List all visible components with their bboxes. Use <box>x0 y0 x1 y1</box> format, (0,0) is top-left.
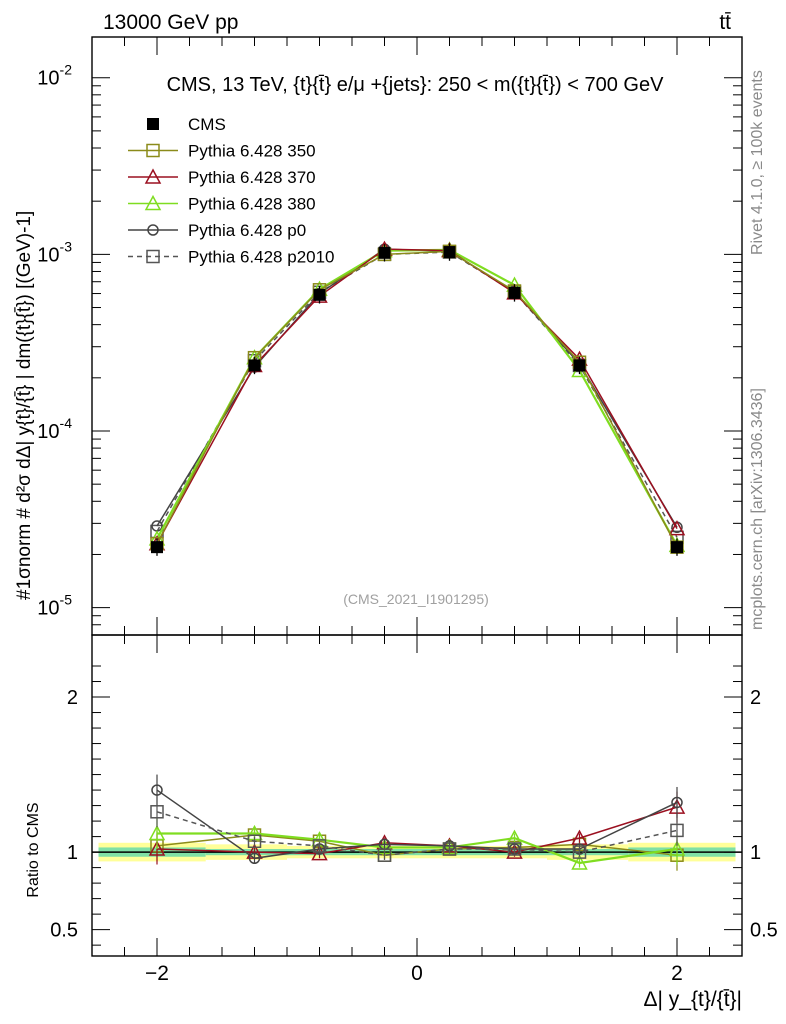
ratio-line-p2010 <box>156 811 678 856</box>
ratio-ytick-label-right: 2 <box>750 687 761 709</box>
legend-label-cms: CMS <box>188 115 226 134</box>
legend-marker-p2010 <box>146 249 160 264</box>
ratio-panel: 0.5 0.5 1 1 2 2 −2 0 2 <box>50 634 778 985</box>
xtick-label: 2 <box>671 962 683 985</box>
ratio-marker-p2010 <box>377 848 392 862</box>
marker-cms <box>378 246 391 259</box>
ratio-series <box>148 774 686 871</box>
marker-cms <box>248 359 261 372</box>
ratio-frame <box>91 634 743 957</box>
ratio-marker-p2010 <box>247 834 262 848</box>
legend-label-p370: Pythia 6.428 370 <box>188 168 316 187</box>
ratio-marker-p380 <box>148 824 166 841</box>
main-ylabel: #1σnorm # d²σ dΔ| y{t}/{t̄} | dm({t}{t̄}… <box>14 211 35 600</box>
marker-cms <box>508 286 521 299</box>
ratio-marker-p2010 <box>670 823 684 838</box>
marker-cms <box>573 359 586 372</box>
ratio-marker-p0 <box>671 796 683 809</box>
ratio-marker-p380 <box>571 854 588 870</box>
rivet-label: Rivet 4.1.0, ≥ 100k events <box>749 70 766 255</box>
ratio-ytick-label-left: 2 <box>67 687 78 709</box>
ratio-marker-p0 <box>248 852 261 865</box>
ratio-ytick-labels: 0.5 0.5 1 1 2 2 <box>50 687 778 942</box>
series-line-p0 <box>156 248 678 528</box>
legend-marker-p370 <box>144 168 162 184</box>
xtick-label: −2 <box>145 962 169 985</box>
main-ytick-label: 10-4 <box>37 415 72 443</box>
ratio-marker-p2010 <box>442 842 457 856</box>
main-series <box>148 240 686 556</box>
ratio-ytick-label-left: 1 <box>67 842 78 864</box>
legend: CMS Pythia 6.428 350 Pythia 6.428 370 Pythi… <box>128 115 335 267</box>
ratio-line-p380 <box>157 832 678 865</box>
series-line-p350 <box>156 250 678 548</box>
xtick-labels: −2 0 2 <box>145 962 683 985</box>
mcplots-label: mcplots.cern.ch [arXiv:1306.3436] <box>749 388 766 630</box>
legend-label-p350: Pythia 6.428 350 <box>188 142 316 161</box>
ratio-marker-p380 <box>668 840 686 856</box>
legend-marker-p0 <box>147 224 159 236</box>
ratio-ylabel: Ratio to CMS <box>25 802 42 897</box>
xtick-label: 0 <box>411 962 423 985</box>
marker-cms <box>671 541 683 554</box>
analysis-id: (CMS_2021_I1901295) <box>343 591 489 607</box>
process-label: tt̄ <box>719 11 731 34</box>
legend-label-p380: Pythia 6.428 380 <box>188 195 316 214</box>
series-line-p370 <box>156 248 678 545</box>
energy-label: 13000 GeV pp <box>103 11 238 34</box>
main-ytick-label: 10-3 <box>37 238 72 266</box>
ratio-marker-p2010 <box>312 839 327 853</box>
ratio-ytick-label-right: 1 <box>750 842 761 864</box>
ratio-line-p0 <box>156 789 678 860</box>
marker-p370 <box>668 520 686 536</box>
main-ytick-labels: 10-5 10-4 10-3 10-2 <box>37 62 72 620</box>
x-axis-label: Δ| y_{t}/{t̄}| <box>643 988 742 1011</box>
ratio-marker-p2010 <box>572 845 587 859</box>
marker-cms <box>151 541 163 554</box>
main-ytick-label: 10-2 <box>37 62 72 90</box>
ratio-line-p370 <box>156 806 678 855</box>
legend-marker-cms <box>147 118 159 130</box>
ratio-axis-ticks <box>91 635 743 956</box>
ratio-marker-p0 <box>508 843 521 855</box>
marker-cms <box>313 288 326 301</box>
legend-label-p0: Pythia 6.428 p0 <box>188 221 306 240</box>
ratio-marker-p2010 <box>507 842 522 856</box>
main-axis-ticks <box>91 37 743 636</box>
legend-marker-p380 <box>144 194 162 211</box>
legend-marker-p350 <box>146 143 160 158</box>
ratio-marker-p370 <box>148 840 166 856</box>
ratio-marker-p2010 <box>150 805 164 819</box>
ratio-ytick-label-right: 0.5 <box>750 920 778 942</box>
marker-cms <box>443 246 456 259</box>
chart-title: CMS, 13 TeV, {t}{t̄} e/μ +{jets}: 250 < … <box>167 74 665 96</box>
ratio-marker-p0 <box>151 784 163 796</box>
legend-label-p2010: Pythia 6.428 p2010 <box>188 248 335 267</box>
main-ytick-label: 10-5 <box>37 592 72 620</box>
ratio-ytick-label-left: 0.5 <box>50 920 78 942</box>
main-panel: 10-5 10-4 10-3 10-2 CMS, 13 TeV, {t}{t̄} e/… <box>37 36 743 636</box>
